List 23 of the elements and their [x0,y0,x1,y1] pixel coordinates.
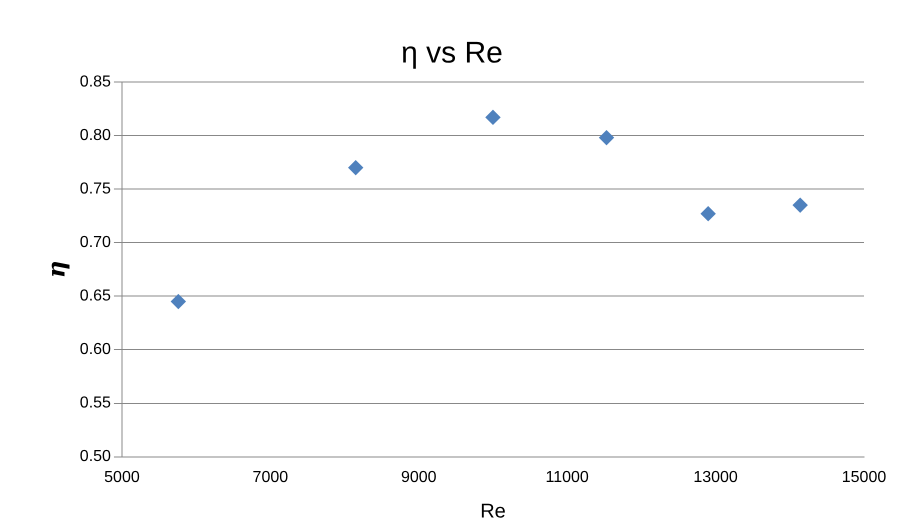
y-tick-label: 0.85 [80,73,112,90]
y-tick-label: 0.55 [80,394,112,412]
point [599,130,614,146]
y-tick-label: 0.60 [80,341,112,358]
y-tick-label: 0.50 [80,448,112,466]
point [170,294,186,310]
x-tick-label: 11000 [546,468,589,486]
chart-title: η vs Re [401,36,503,70]
point [700,206,716,222]
x-tick-label: 15000 [842,468,886,486]
y-tick-label: 0.70 [80,234,112,252]
x-tick-label: 13000 [693,468,738,486]
x-tick-label: 9000 [400,468,437,486]
x-axis-title: Re [480,500,506,523]
y-tick-label: 0.80 [80,126,112,144]
point [348,160,364,176]
point [792,198,808,213]
x-tick-label: 7000 [252,468,288,486]
y-tick-label: 0.75 [80,180,112,198]
y-tick-label: 0.65 [80,288,112,305]
y-axis-title: η [42,260,71,278]
point [485,110,500,125]
x-tick-label: 5000 [104,468,140,486]
